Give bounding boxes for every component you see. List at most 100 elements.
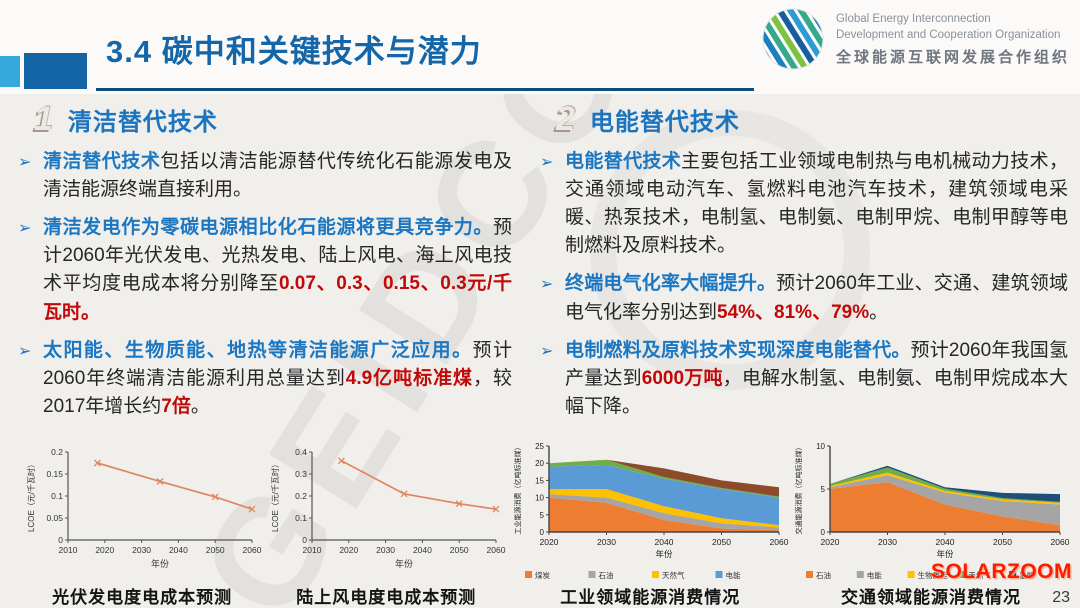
section-2-number: 2	[556, 100, 575, 138]
transport-energy-chart: 0 5 10 2020 2030 2040 2050 2060 年份 交通能源消费（亿吨标准煤） 石…	[794, 442, 1070, 580]
bullet-text: 清洁替代技术包括以清洁能源替代传统化石能源发电及清洁能源终端直接利用。	[43, 148, 512, 204]
svg-text:0.2: 0.2	[51, 447, 63, 457]
svg-text:2040: 2040	[169, 545, 188, 555]
svg-text:LCOE（元/千瓦时）: LCOE（元/千瓦时）	[270, 460, 280, 532]
header-accent-square-dark	[24, 53, 87, 89]
text-run: ，电解水制氢、电制氨、电制甲烷成本大幅下降。	[565, 367, 1068, 417]
svg-text:2020: 2020	[540, 537, 559, 547]
wind-lcoe-chart: 0 0.1 0.2 0.3 0.4 2010 2020 2030 2040 2050 2060 年份 L…	[270, 447, 506, 569]
bullet-text: 电制燃料及原料技术实现深度电能替代。预计2060年我国氢产量达到6000万吨，电…	[565, 337, 1068, 421]
svg-text:2050: 2050	[993, 537, 1012, 547]
text-run: 预计2060年终端清洁能源利用总量达到	[43, 339, 512, 389]
bullet-item: ➢ 电制燃料及原料技术实现深度电能替代。预计2060年我国氢产量达到6000万吨…	[540, 337, 1068, 421]
svg-text:2060: 2060	[487, 545, 506, 555]
wind-chart-caption: 陆上风电度电成本预测	[296, 588, 477, 607]
svg-text:煤炭: 煤炭	[535, 570, 550, 580]
text-run: 。	[869, 301, 889, 323]
text-run: 电制燃料及原料技术实现深度电能替代。	[565, 339, 911, 361]
pv-chart-caption: 光伏发电度电成本预测	[52, 588, 233, 607]
pv-lcoe-chart: 0 0.05 0.1 0.15 0.2 2010 2020 2030 2040 2050 2060 年…	[26, 447, 262, 569]
svg-text:0.1: 0.1	[295, 513, 307, 523]
text-run: 0.07、0.3、0.15、0.3元/千瓦时。	[43, 273, 512, 323]
svg-text:2060: 2060	[243, 545, 262, 555]
text-run: ，较2017年增长约	[43, 367, 512, 417]
svg-text:2030: 2030	[878, 537, 897, 547]
svg-text:5: 5	[821, 485, 826, 494]
section-1-number: 1	[34, 100, 53, 138]
text-run: 预计2060年光伏发电、光热发电、陆上风电、海上风电技术平均度电成本将分别降至	[43, 217, 512, 295]
section-1-title: 清洁替代技术	[67, 109, 218, 136]
svg-text:2030: 2030	[376, 545, 395, 555]
bullet-item: ➢ 清洁替代技术包括以清洁能源替代传统化石能源发电及清洁能源终端直接利用。	[18, 148, 512, 204]
charts-row: 0 0.05 0.1 0.15 0.2 2010 2020 2030 2040 2050 2060 年…	[0, 436, 1080, 608]
svg-text:天然气: 天然气	[662, 570, 685, 580]
section-clean-replacement: 1 清洁替代技术 ➢ 清洁替代技术包括以清洁能源替代传统化石能源发电及清洁能源终…	[18, 93, 512, 436]
logo-chinese-name: 全球能源互联网发展合作组织	[835, 49, 1070, 67]
section-electricity-replacement: 2 电能替代技术 ➢ 电能替代技术主要包括工业领域电制热与电机械动力技术，交通领…	[540, 93, 1068, 436]
bullet-item: ➢ 终端电气化率大幅提升。预计2060年工业、交通、建筑领域电气化率分别达到54…	[540, 270, 1068, 326]
svg-text:生物质能: 生物质能	[918, 570, 948, 580]
text-run: 6000万吨	[641, 367, 723, 389]
bullet-arrow-icon: ➢	[18, 154, 32, 171]
bullet-arrow-icon: ➢	[540, 276, 554, 294]
svg-text:LCOE（元/千瓦时）: LCOE（元/千瓦时）	[26, 460, 36, 532]
svg-text:2020: 2020	[95, 545, 114, 555]
svg-text:0: 0	[540, 528, 545, 537]
svg-text:2060: 2060	[1051, 537, 1070, 547]
header-accent-square-light	[0, 56, 20, 87]
title-underline	[96, 88, 754, 91]
bullet-text: 清洁发电作为零碳电源相比化石能源将更具竞争力。预计2060年光伏发电、光热发电、…	[43, 214, 512, 326]
svg-text:2030: 2030	[597, 537, 616, 547]
svg-text:2060: 2060	[770, 537, 789, 547]
bullet-arrow-icon: ➢	[540, 154, 554, 171]
svg-text:石油: 石油	[816, 570, 831, 580]
svg-text:0.3: 0.3	[295, 469, 307, 479]
text-run: 7倍	[161, 395, 191, 417]
section-2-header: 2 电能替代技术	[556, 100, 1068, 139]
text-run: 清洁发电作为零碳电源相比化石能源将更具竞争力。	[43, 217, 493, 239]
svg-text:2050: 2050	[712, 537, 731, 547]
svg-text:10: 10	[816, 442, 825, 451]
svg-text:0.05: 0.05	[47, 513, 64, 523]
industry-energy-chart: 0 5 10 15 20 25 2020 2030 2040 2050 2060 年份 工业能源消费（亿…	[513, 442, 789, 580]
svg-text:2020: 2020	[340, 545, 359, 555]
svg-text:年份: 年份	[151, 558, 169, 569]
svg-text:电能: 电能	[726, 570, 741, 580]
organization-logo: Global Energy Interconnection Developmen…	[759, 6, 1070, 72]
svg-text:0.1: 0.1	[51, 491, 63, 501]
industry-energy-chart-box: 0 5 10 15 20 25 2020 2030 2040 2050 2060 年份 工业能源消费（亿…	[508, 436, 792, 608]
svg-text:2040: 2040	[655, 537, 674, 547]
bullet-arrow-icon: ➢	[540, 342, 554, 360]
svg-text:10: 10	[535, 494, 544, 503]
page-number: 23	[1052, 589, 1070, 606]
svg-text:2050: 2050	[206, 545, 225, 555]
logo-text-block: Global Energy Interconnection Developmen…	[836, 11, 1070, 67]
text-run: 终端电气化率大幅提升。	[565, 273, 777, 295]
svg-text:2030: 2030	[132, 545, 151, 555]
svg-text:2010: 2010	[303, 545, 322, 555]
svg-text:20: 20	[535, 459, 544, 468]
text-run: 。	[190, 395, 210, 417]
svg-text:0.15: 0.15	[47, 469, 64, 479]
text-run: 4.9亿吨标准煤	[345, 367, 474, 389]
svg-text:0: 0	[821, 528, 826, 537]
text-run: 预计2060年工业、交通、建筑领域电气化率分别达到	[565, 273, 1068, 323]
svg-text:2050: 2050	[450, 545, 469, 555]
svg-text:电能: 电能	[867, 570, 882, 580]
svg-text:年份: 年份	[656, 549, 674, 559]
svg-text:2040: 2040	[413, 545, 432, 555]
svg-text:石油: 石油	[599, 570, 614, 580]
section-2-title: 电能替代技术	[589, 109, 740, 136]
text-run: 包括以清洁能源替代传统化石能源发电及清洁能源终端直接利用。	[43, 151, 512, 201]
svg-text:15: 15	[535, 476, 544, 485]
bullet-item: ➢ 太阳能、生物质能、地热等清洁能源广泛应用。预计2060年终端清洁能源利用总量…	[18, 337, 512, 421]
text-run: 太阳能、生物质能、地热等清洁能源广泛应用。	[43, 339, 473, 361]
text-run: 主要包括工业领域电制热与电机械动力技术，交通领域电动汽车、氢燃料电池汽车技术，建…	[565, 151, 1068, 257]
svg-text:0: 0	[58, 535, 63, 545]
bullet-item: ➢ 清洁发电作为零碳电源相比化石能源将更具竞争力。预计2060年光伏发电、光热发…	[18, 214, 512, 326]
svg-text:氢能: 氢能	[1019, 570, 1034, 580]
text-run: 电能替代技术	[565, 151, 682, 172]
page-title: 3.4 碳中和关键技术与潜力	[106, 34, 482, 69]
svg-text:2010: 2010	[59, 545, 78, 555]
